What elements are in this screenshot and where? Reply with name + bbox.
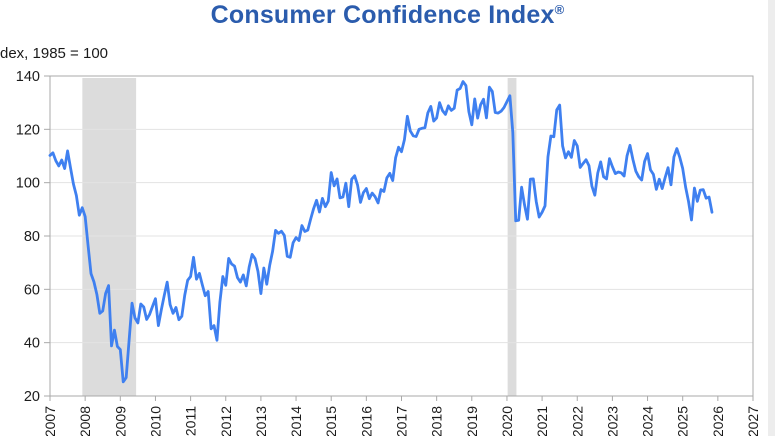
x-tick-label: 2021 — [534, 406, 550, 436]
x-tick-label: 2010 — [147, 406, 163, 436]
x-tick-label: 2020 — [499, 406, 515, 436]
x-tick-label: 2007 — [42, 406, 58, 436]
y-axis-note: dex, 1985 = 100 — [0, 45, 109, 62]
x-tick-label: 2018 — [429, 406, 445, 436]
x-tick-label: 2019 — [464, 406, 480, 436]
x-tick-label: 2008 — [77, 406, 93, 436]
x-tick-label: 2025 — [675, 406, 691, 436]
page-edge-strip — [768, 0, 775, 436]
x-tick-label: 2024 — [640, 406, 656, 436]
x-tick-label: 2013 — [253, 406, 269, 436]
y-tick-label: 100 — [16, 176, 40, 192]
x-tick-label: 2009 — [112, 406, 128, 436]
y-tick-label: 60 — [24, 282, 40, 298]
x-tick-label: 2026 — [710, 406, 726, 436]
x-tick-label: 2014 — [288, 406, 304, 436]
y-tick-label: 80 — [24, 229, 40, 245]
x-tick-label: 2017 — [394, 406, 410, 436]
x-tick-label: 2016 — [358, 406, 374, 436]
page-title-text: Consumer Confidence Index — [210, 1, 555, 29]
shaded-region — [507, 78, 517, 396]
x-tick-label: 2022 — [569, 406, 585, 436]
x-tick-label: 2027 — [745, 406, 761, 436]
x-tick-label: 2012 — [218, 406, 234, 436]
y-tick-label: 40 — [24, 336, 40, 352]
page-title: Consumer Confidence Index® — [0, 1, 775, 30]
y-tick-label: 20 — [24, 389, 40, 405]
x-tick-label: 2015 — [323, 406, 339, 436]
cci-line — [48, 80, 714, 384]
y-tick-label: 140 — [16, 69, 40, 85]
y-tick-label: 120 — [16, 122, 40, 138]
registered-trademark-symbol: ® — [554, 2, 565, 17]
x-tick-label: 2023 — [604, 406, 620, 436]
x-tick-label: 2011 — [183, 406, 199, 436]
